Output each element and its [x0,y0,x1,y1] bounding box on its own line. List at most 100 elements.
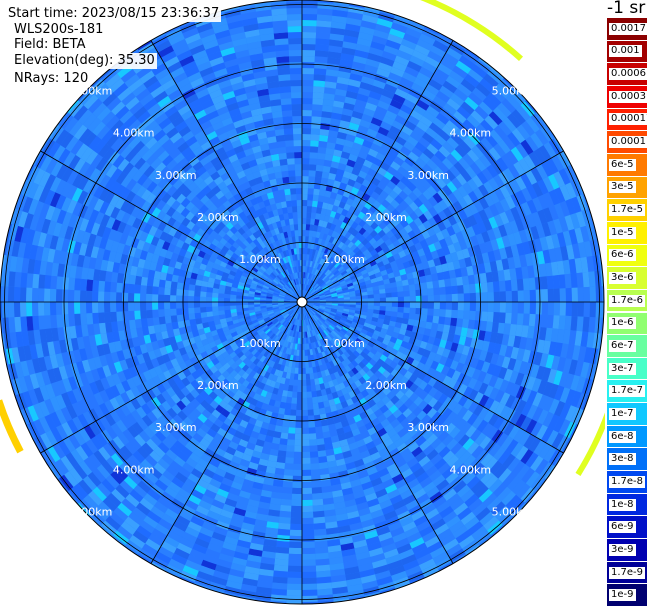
beta-cell [535,164,548,180]
beta-cell [339,182,348,190]
beta-cell [195,340,204,349]
beta-cell [358,170,368,179]
beta-cell [193,261,202,269]
beta-cell [363,322,371,328]
beta-cell [200,286,208,292]
beta-cell [553,288,560,302]
beta-cell [254,304,261,307]
beta-cell [195,403,206,414]
beta-cell [488,375,499,388]
beta-cell [509,324,517,336]
beta-cell [352,318,360,324]
beta-cell [107,439,121,453]
beta-cell [230,209,239,219]
beta-cell [232,279,240,285]
beta-cell [411,509,425,522]
beta-cell [484,456,498,471]
beta-cell [233,373,242,382]
beta-cell [1,333,6,350]
beta-cell [453,502,469,516]
beta-cell [99,416,111,430]
beta-cell [416,410,427,421]
beta-cell [323,381,330,389]
beta-cell [370,85,384,95]
beta-cell [386,130,398,141]
beta-cell [156,383,167,394]
beta-cell [190,195,201,206]
beta-cell [302,110,312,117]
beta-cell [312,402,319,410]
beta-cell [161,400,172,412]
beta-cell [505,291,512,302]
beta-cell [306,212,312,219]
beta-cell [191,266,200,274]
beta-cell [510,383,521,398]
beta-cell [395,458,407,469]
beta-cell [322,165,331,173]
beta-cell [313,305,320,309]
beta-cell [345,280,353,285]
beta-cell [8,363,18,380]
beta-cell [501,98,516,114]
beta-cell [338,395,346,403]
beta-cell [322,220,328,228]
beta-cell [146,285,153,295]
beta-cell [350,408,360,418]
beta-cell [499,291,506,302]
beta-cell [441,407,453,420]
beta-cell [355,259,363,267]
beta-cell [509,179,522,193]
beta-cell [446,181,458,193]
beta-cell [7,286,15,302]
beta-cell [294,445,302,453]
beta-cell [273,473,284,481]
beta-cell [509,89,525,106]
beta-cell [120,339,129,351]
beta-cell [458,395,469,407]
beta-cell [571,287,578,302]
beta-cell [311,481,322,488]
beta-cell [75,266,83,279]
beta-cell [305,325,309,332]
beta-cell [94,333,103,346]
beta-cell [100,259,109,271]
beta-cell [303,266,306,273]
beta-cell [450,277,458,287]
beta-cell [250,430,260,439]
beta-cell [274,289,281,294]
beta-cell [245,374,253,383]
beta-cell [220,422,230,432]
beta-cell [422,245,431,255]
beta-cell [237,496,250,505]
beta-cell [346,17,362,27]
beta-cell [442,348,451,358]
beta-cell [311,261,315,268]
beta-cell [32,273,40,289]
beta-cell [473,320,481,331]
beta-cell [161,541,177,554]
beta-cell [236,444,247,454]
beta-cell [360,288,368,293]
beta-cell [221,386,231,396]
beta-cell [153,446,166,459]
beta-cell [50,381,62,397]
beta-cell [85,150,99,165]
beta-cell [413,467,426,479]
beta-cell [261,376,268,385]
beta-cell [449,520,465,534]
beta-cell [272,304,279,307]
beta-cell [288,421,296,428]
beta-cell [76,254,85,268]
beta-cell [358,368,367,377]
beta-cell [258,268,265,274]
beta-cell [493,343,502,355]
beta-cell [302,451,311,459]
beta-cell [379,499,393,510]
beta-cell [455,530,472,544]
beta-cell [137,145,150,158]
beta-cell [149,124,163,137]
beta-cell [290,288,295,294]
beta-cell [545,235,555,250]
beta-cell [111,321,119,332]
beta-cell [140,459,154,472]
